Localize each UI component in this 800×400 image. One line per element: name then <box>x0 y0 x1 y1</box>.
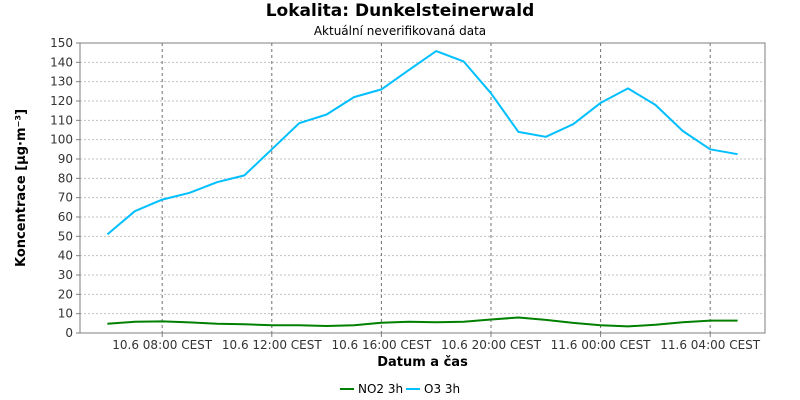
y-tick-label: 20 <box>58 287 73 301</box>
y-tick-label: 0 <box>65 326 73 340</box>
y-tick-label: 50 <box>58 229 73 243</box>
y-tick-label: 130 <box>50 75 73 89</box>
x-tick-label: 11.6 00:00 CEST <box>551 338 652 352</box>
y-tick-label: 110 <box>50 113 73 127</box>
y-tick-label: 30 <box>58 268 73 282</box>
y-tick-label: 100 <box>50 133 73 147</box>
y-tick-label: 60 <box>58 210 73 224</box>
y-tick-label: 40 <box>58 249 73 263</box>
x-axis-label: Datum a čas <box>377 355 468 370</box>
legend-label-1: O3 3h <box>424 382 460 396</box>
y-tick-label: 80 <box>58 171 73 185</box>
legend: NO2 3h O3 3h <box>340 382 460 396</box>
chart-title: Lokalita: Dunkelsteinerwald <box>265 1 535 21</box>
chart-subtitle: Aktuální neverifikovaná data <box>313 24 487 38</box>
x-tick-label: 10.6 08:00 CEST <box>112 338 213 352</box>
y-tick-label: 90 <box>58 152 73 166</box>
x-tick-label: 10.6 20:00 CEST <box>441 338 542 352</box>
grid <box>80 42 765 334</box>
y-tick-label: 150 <box>50 36 73 50</box>
y-tick-label: 120 <box>50 94 73 108</box>
series-lines <box>106 50 738 328</box>
plot-area <box>79 42 766 334</box>
x-tick-label: 10.6 16:00 CEST <box>331 338 432 352</box>
y-axis: 0 10 20 30 40 50 60 70 80 90 100 110 120 130 140 150 <box>50 36 80 340</box>
legend-label-0: NO2 3h <box>358 382 403 396</box>
series-line-0 <box>107 316 738 328</box>
y-axis-label: Koncentrace [µg·m⁻³] <box>14 109 29 267</box>
series-line-1 <box>106 50 738 236</box>
y-tick-label: 70 <box>58 191 73 205</box>
x-tick-label: 10.6 12:00 CEST <box>222 338 323 352</box>
x-tick-label: 11.6 04:00 CEST <box>660 338 761 352</box>
y-tick-label: 140 <box>50 55 73 69</box>
y-tick-label: 10 <box>58 307 73 321</box>
x-axis: 10.6 08:00 CEST 10.6 12:00 CEST 10.6 16:00… <box>112 333 761 352</box>
